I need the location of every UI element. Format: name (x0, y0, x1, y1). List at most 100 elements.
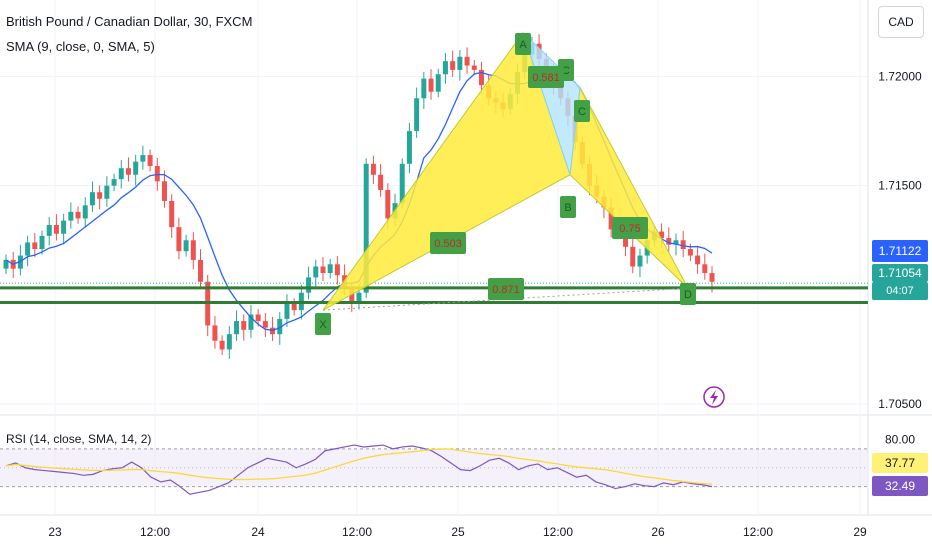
candle-body (262, 321, 268, 328)
candle-body (666, 238, 672, 245)
pattern-xd-line (322, 287, 689, 311)
candle-body (46, 224, 52, 236)
candle-body (363, 163, 369, 293)
candle-body (219, 340, 225, 350)
x-tick-label: 12:00 (342, 525, 372, 539)
candle-body (457, 56, 463, 70)
candle-body (306, 277, 312, 293)
x-tick-label: 12:00 (140, 525, 170, 539)
candle-body (385, 190, 391, 219)
candle-body (399, 163, 405, 204)
rsi-tick-label: 80.00 (885, 432, 915, 446)
candle-body (291, 303, 297, 311)
pattern-point-label: C (578, 106, 586, 118)
candle-body (161, 181, 167, 201)
sma-indicator-legend[interactable]: SMA (9, close, 0, SMA, 5) (6, 39, 155, 54)
candle-body (154, 166, 160, 182)
pattern-ratio-badge (612, 217, 648, 239)
pattern-point-label: C (562, 65, 570, 77)
rsi-line (5, 444, 713, 495)
candle-body (140, 155, 146, 162)
rsi-indicator-legend[interactable]: RSI (14, close, SMA, 14, 2) (6, 432, 152, 446)
pattern-point-label: X (319, 319, 327, 331)
chart-title: British Pound / Canadian Dollar, 30, FXC… (6, 14, 253, 29)
candle-body (212, 325, 218, 341)
currency-button[interactable]: CAD (878, 6, 924, 38)
countdown-label: 04:07 (872, 282, 928, 300)
last-price-label: 1.71054 (872, 264, 928, 282)
candle-body (61, 220, 67, 234)
candle-body (637, 255, 643, 267)
candle-body (255, 314, 261, 322)
y-tick-label: 1.72000 (878, 69, 922, 83)
candle-body (428, 78, 434, 92)
candle-body (623, 233, 629, 247)
pattern-ratio-badge (430, 232, 466, 254)
rsi-ma-line (5, 448, 713, 485)
pattern-ratio-badge (488, 278, 524, 300)
pattern-ratio-badge (528, 66, 564, 88)
candle-body (284, 303, 290, 319)
candle-body (133, 161, 139, 175)
candle-body (125, 168, 131, 175)
pattern-point-label: A (519, 39, 527, 51)
x-tick-label: 24 (251, 525, 265, 539)
x-tick-label: 12:00 (543, 525, 573, 539)
candle-body (17, 255, 23, 269)
x-tick-label: 26 (651, 525, 665, 539)
candle-body (241, 321, 247, 330)
pattern-point-label: B (564, 202, 571, 214)
candle-body (32, 242, 38, 249)
x-tick-label: 29 (853, 525, 867, 539)
candle-body (709, 273, 715, 282)
candle-body (226, 334, 232, 350)
candle-body (702, 264, 708, 274)
candle-body (89, 192, 95, 206)
rsi-ma-label: 37.77 (872, 453, 928, 473)
candle-body (68, 211, 74, 221)
candle-body (248, 314, 254, 330)
candle-body (630, 246, 636, 267)
pattern-point-badge (315, 313, 331, 335)
candle-body (97, 192, 103, 199)
lightning-icon (703, 386, 725, 408)
candle-body (478, 69, 484, 86)
candle-body (234, 321, 240, 335)
pattern-ratio-label: 0.871 (492, 284, 520, 296)
candle-body (608, 207, 614, 230)
candle-body (147, 155, 153, 166)
candle-body (183, 240, 189, 252)
candle-body (111, 179, 117, 186)
candle-body (695, 255, 701, 265)
candle-body (680, 240, 686, 249)
candle-body (3, 259, 9, 269)
candle-body (687, 249, 693, 256)
candle-body (442, 61, 448, 75)
candle-body (25, 242, 31, 256)
candle-body (659, 231, 665, 239)
x-tick-label: 12:00 (743, 525, 773, 539)
candle-body (104, 185, 110, 199)
rsi-band (0, 448, 868, 487)
x-tick-label: 23 (48, 525, 62, 539)
candle-body (82, 205, 88, 219)
candle-body (450, 61, 456, 70)
candle-body (435, 74, 441, 92)
candle-body (320, 266, 326, 274)
y-tick-label: 1.71500 (878, 179, 922, 193)
candle-body (421, 78, 427, 99)
sma-price-label: 1.71122 (872, 240, 928, 262)
pattern-point-label: D (684, 289, 692, 301)
candle-body (370, 163, 376, 175)
candle-body (118, 168, 124, 180)
y-tick-label: 1.70500 (878, 397, 922, 411)
x-tick-label: 25 (451, 525, 465, 539)
candle-body (471, 65, 477, 70)
pattern-ratio-label: 0.503 (434, 238, 462, 250)
candle-body (277, 318, 283, 335)
pattern-point-badge (560, 196, 576, 218)
pattern-point-badge (515, 33, 531, 55)
candle-body (378, 174, 384, 191)
candle-body (673, 240, 679, 245)
